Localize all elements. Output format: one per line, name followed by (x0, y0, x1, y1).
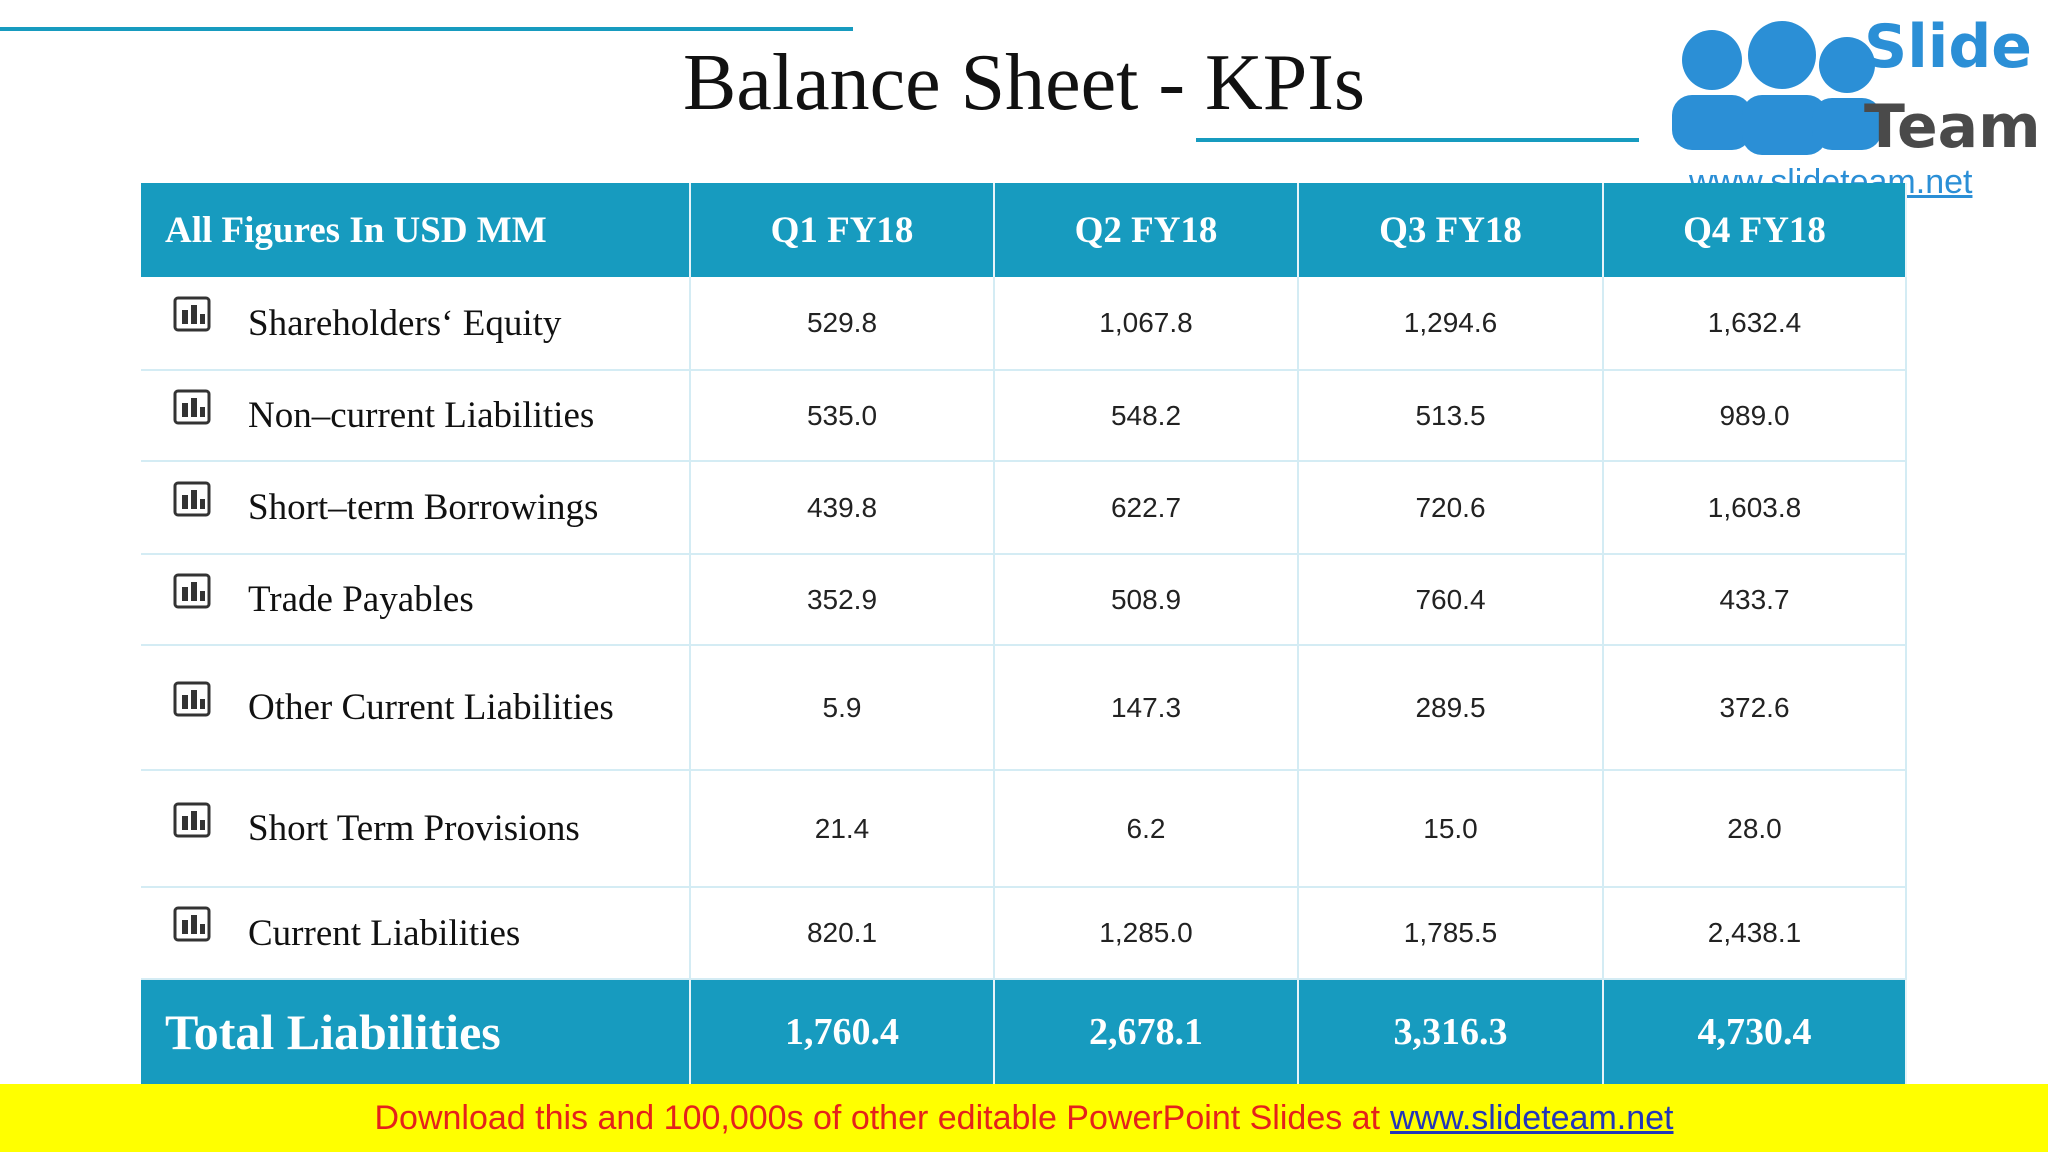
total-value: 2,678.1 (995, 980, 1299, 1084)
cell-value: 720.6 (1299, 462, 1604, 555)
cell-value: 21.4 (691, 771, 995, 888)
footer-text: Download this and 100,000s of other edit… (374, 1098, 1381, 1137)
cell-value: 372.6 (1604, 646, 1907, 771)
row-icon (173, 389, 211, 424)
cell-value: 433.7 (1604, 555, 1907, 646)
cell-value: 289.5 (1299, 646, 1604, 771)
cell-value: 1,285.0 (995, 888, 1299, 980)
cell-value: 15.0 (1299, 771, 1604, 888)
row-label: Short Term Provisions (141, 771, 691, 888)
logo-word-1: Slide (1864, 12, 2032, 82)
total-label: Total Liabilities (141, 980, 691, 1084)
cell-value: 6.2 (995, 771, 1299, 888)
row-icon (173, 296, 211, 332)
row-icon (173, 802, 211, 837)
logo-people (1672, 21, 1882, 155)
column-header: Q3 FY18 (1299, 183, 1604, 277)
column-header: All Figures In USD MM (141, 183, 691, 277)
title: Balance Sheet - KPIs (682, 39, 1366, 127)
cell-value: 513.5 (1299, 371, 1604, 462)
footer-banner: Download this and 100,000s of other edit… (0, 1084, 2048, 1152)
row-label: Other Current Liabilities (141, 646, 691, 771)
cell-value: 439.8 (691, 462, 995, 555)
cell-value: 760.4 (1299, 555, 1604, 646)
cell-value: 820.1 (691, 888, 995, 980)
cell-value: 1,632.4 (1604, 277, 1907, 371)
cell-value: 548.2 (995, 371, 1299, 462)
row-icon (173, 573, 211, 608)
row-label: Current Liabilities (141, 888, 691, 980)
total-value: 3,316.3 (1299, 980, 1604, 1084)
column-header: Q1 FY18 (691, 183, 995, 277)
cell-value: 508.9 (995, 555, 1299, 646)
cell-value: 1,067.8 (995, 277, 1299, 371)
cell-value: 1,294.6 (1299, 277, 1604, 371)
row-label: Non–current Liabilities (141, 371, 691, 462)
cell-value: 28.0 (1604, 771, 1907, 888)
cell-value: 1,785.5 (1299, 888, 1604, 980)
row-icon (173, 681, 211, 716)
cell-value: 535.0 (691, 371, 995, 462)
cell-value: 352.9 (691, 555, 995, 646)
column-header: Q4 FY18 (1604, 183, 1907, 277)
total-value: 4,730.4 (1604, 980, 1907, 1084)
logo: Slide Team www.slideteam.net (1639, 0, 2048, 201)
cell-value: 989.0 (1604, 371, 1907, 462)
row-label: Trade Payables (141, 555, 691, 646)
total-value: 1,760.4 (691, 980, 995, 1084)
cell-value: 529.8 (691, 277, 995, 371)
cell-value: 1,603.8 (1604, 462, 1907, 555)
row-label: Shareholders‘ Equity (141, 277, 691, 371)
row-label: Short–term Borrowings (141, 462, 691, 555)
title-rule (1196, 138, 2048, 142)
row-icon (173, 481, 211, 516)
cell-value: 147.3 (995, 646, 1299, 771)
cell-value: 622.7 (995, 462, 1299, 555)
cell-value: 2,438.1 (1604, 888, 1907, 980)
footer-link[interactable]: www.slideteam.net (1390, 1098, 1674, 1137)
logo-word-2: Team (1864, 92, 2041, 162)
column-header: Q2 FY18 (995, 183, 1299, 277)
row-icon (173, 906, 211, 942)
top-rule (0, 27, 853, 31)
cell-value: 5.9 (691, 646, 995, 771)
